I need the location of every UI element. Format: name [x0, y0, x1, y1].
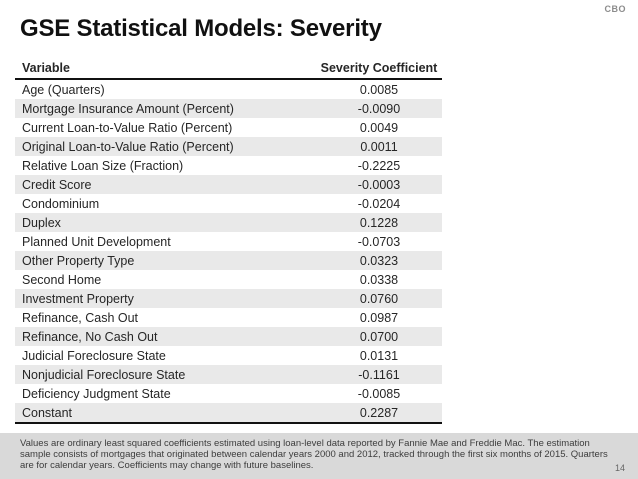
row-coefficient: 0.0131 [359, 348, 399, 363]
row-variable: Nonjudicial Foreclosure State [22, 367, 186, 382]
row-coefficient: -0.0204 [357, 196, 401, 211]
row-coefficient: 0.2287 [359, 405, 399, 420]
table-row: Duplex 0.1228 [15, 213, 442, 232]
table-row: Credit Score -0.0003 [15, 175, 442, 194]
row-coefficient: 0.0338 [359, 272, 399, 287]
row-coefficient: -0.0703 [357, 234, 401, 249]
row-variable: Original Loan-to-Value Ratio (Percent) [22, 139, 234, 154]
row-variable: Refinance, Cash Out [22, 310, 139, 325]
row-variable: Refinance, No Cash Out [22, 329, 158, 344]
page-number: 14 [614, 463, 625, 473]
row-variable: Judicial Foreclosure State [22, 348, 166, 363]
row-coefficient: 0.0760 [359, 291, 399, 306]
page-title: GSE Statistical Models: Severity [20, 15, 382, 42]
table-row: Deficiency Judgment State -0.0085 [15, 384, 442, 403]
row-variable: Duplex [22, 215, 61, 230]
row-coefficient: -0.0090 [357, 101, 401, 116]
row-coefficient: 0.1228 [359, 215, 399, 230]
table-body: Age (Quarters) 0.0085 Mortgage Insurance… [15, 80, 442, 424]
table-row: Planned Unit Development -0.0703 [15, 232, 442, 251]
table-row: Relative Loan Size (Fraction) -0.2225 [15, 156, 442, 175]
row-variable: Other Property Type [22, 253, 135, 268]
table-row: Judicial Foreclosure State 0.0131 [15, 346, 442, 365]
table-row: Refinance, No Cash Out 0.0700 [15, 327, 442, 346]
row-variable: Credit Score [22, 177, 92, 192]
column-header-variable: Variable [22, 61, 70, 75]
row-coefficient: 0.0049 [359, 120, 399, 135]
row-coefficient: -0.2225 [357, 158, 401, 173]
table-row: Original Loan-to-Value Ratio (Percent) 0… [15, 137, 442, 156]
table-row: Age (Quarters) 0.0085 [15, 80, 442, 99]
row-variable: Condominium [22, 196, 100, 211]
row-coefficient: 0.0700 [359, 329, 399, 344]
table-row: Other Property Type 0.0323 [15, 251, 442, 270]
table-row: Investment Property 0.0760 [15, 289, 442, 308]
row-coefficient: 0.0085 [359, 82, 399, 97]
row-coefficient: -0.0003 [357, 177, 401, 192]
row-variable: Current Loan-to-Value Ratio (Percent) [22, 120, 233, 135]
footer-band: Values are ordinary least squared coeffi… [0, 433, 638, 479]
table-header-row: Variable Severity Coefficient [15, 60, 442, 80]
column-header-coefficient: Severity Coefficient [320, 61, 438, 75]
footnote-text: Values are ordinary least squared coeffi… [20, 438, 608, 471]
row-variable: Relative Loan Size (Fraction) [22, 158, 184, 173]
row-variable: Investment Property [22, 291, 134, 306]
table-row: Second Home 0.0338 [15, 270, 442, 289]
row-coefficient: 0.0011 [360, 139, 398, 154]
row-variable: Planned Unit Development [22, 234, 171, 249]
table-row: Nonjudicial Foreclosure State -0.1161 [15, 365, 442, 384]
table-row: Current Loan-to-Value Ratio (Percent) 0.… [15, 118, 442, 137]
row-coefficient: -0.1161 [358, 367, 400, 382]
row-variable: Constant [22, 405, 73, 420]
row-variable: Second Home [22, 272, 102, 287]
row-coefficient: 0.0987 [359, 310, 399, 325]
row-variable: Age (Quarters) [22, 82, 105, 97]
row-coefficient: -0.0085 [357, 386, 401, 401]
row-variable: Mortgage Insurance Amount (Percent) [22, 101, 234, 116]
row-coefficient: 0.0323 [359, 253, 399, 268]
severity-coefficients-table: Variable Severity Coefficient Age (Quart… [15, 60, 442, 424]
row-variable: Deficiency Judgment State [22, 386, 171, 401]
cbo-logo: CBO [604, 4, 626, 14]
table-row: Mortgage Insurance Amount (Percent) -0.0… [15, 99, 442, 118]
table-row: Condominium -0.0204 [15, 194, 442, 213]
table-row: Constant 0.2287 [15, 403, 442, 422]
table-row: Refinance, Cash Out 0.0987 [15, 308, 442, 327]
